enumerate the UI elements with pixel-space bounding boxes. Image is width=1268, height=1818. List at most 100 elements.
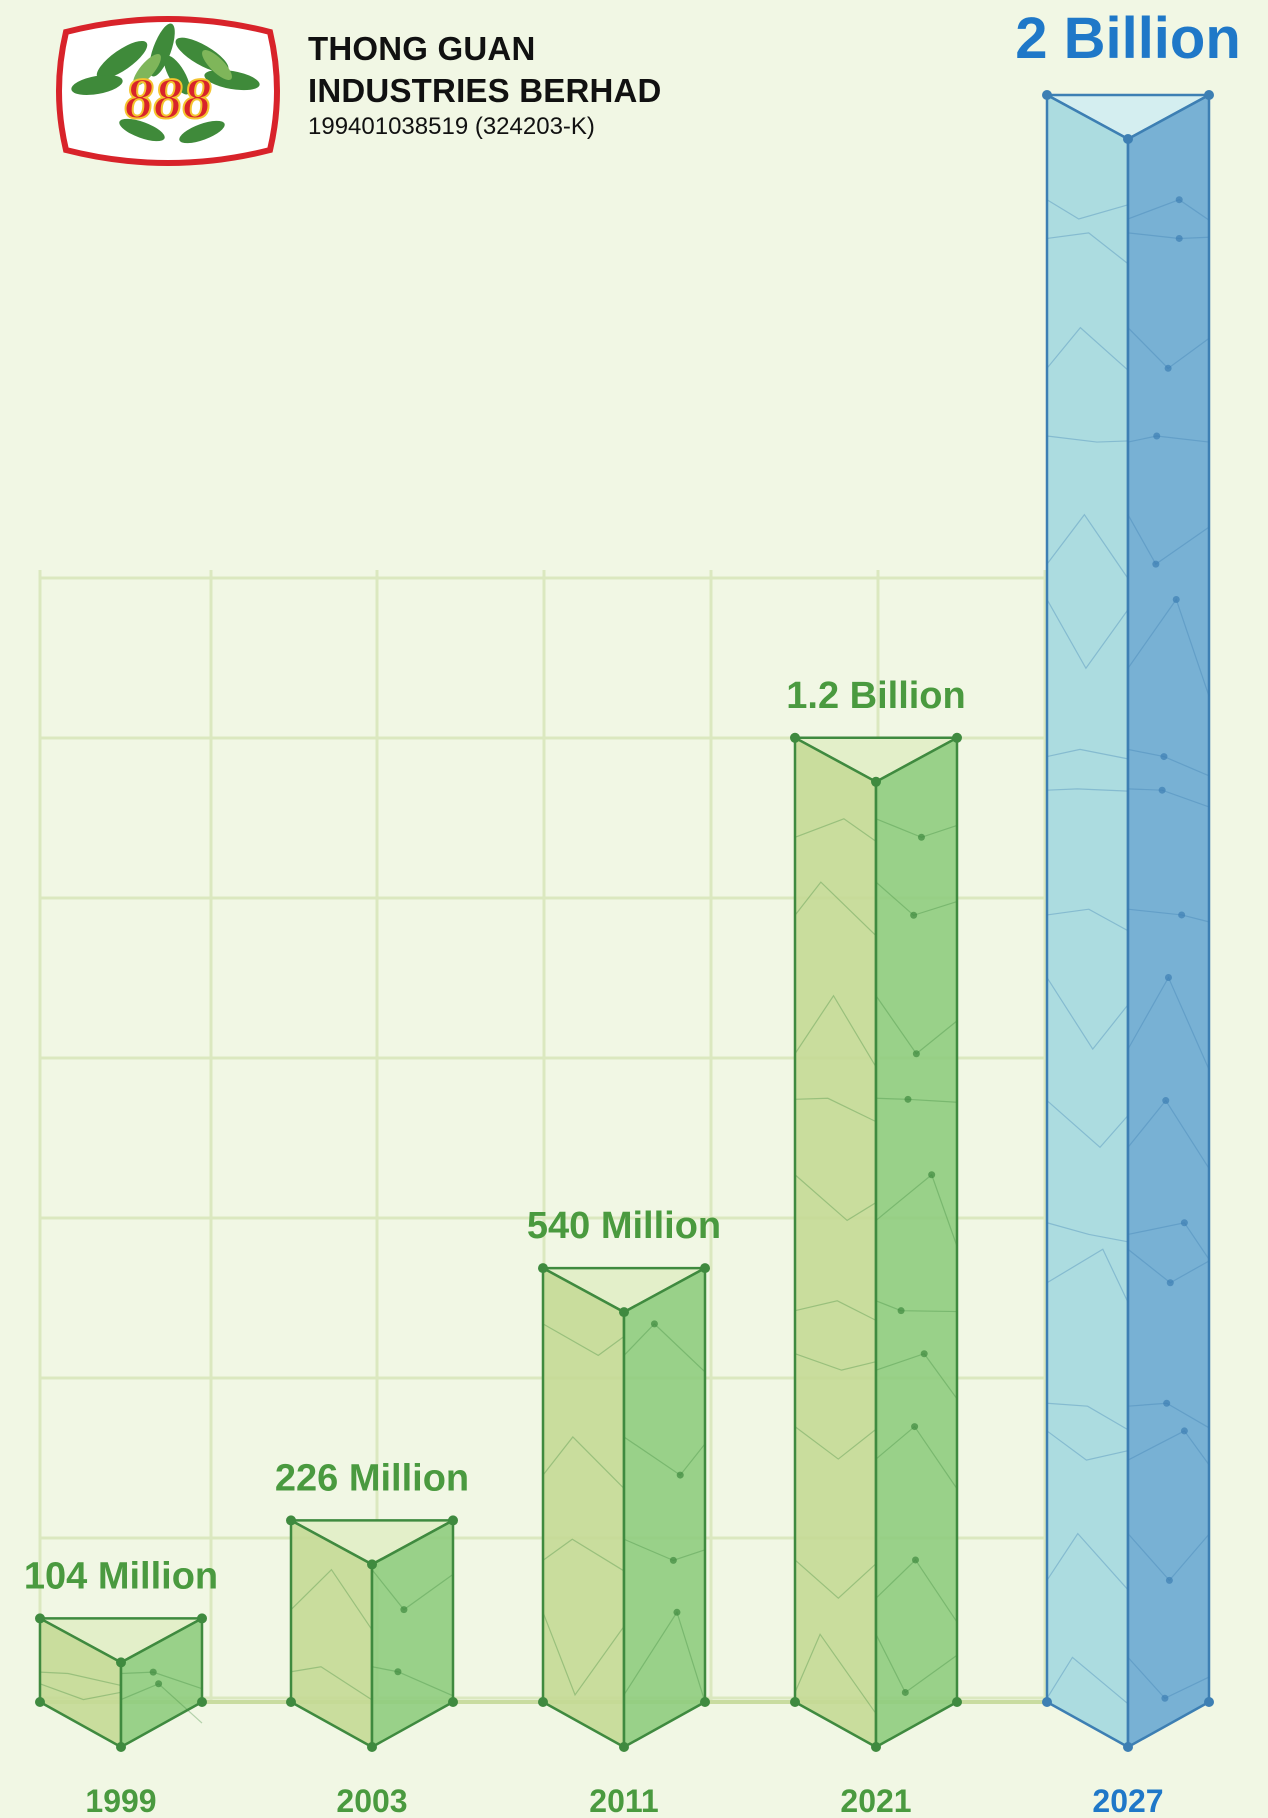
facet-dot — [1180, 1427, 1188, 1435]
bar-vertex-dot — [1123, 134, 1133, 144]
bar-facet-texture — [1046, 196, 1210, 1705]
bar-vertex-dot — [116, 1742, 126, 1752]
bar-2021 — [790, 732, 962, 1752]
facet-line — [1046, 1222, 1129, 1243]
facet-line — [290, 1666, 373, 1701]
data-labels: 104 Million 226 Million 540 Million 1.2 Bil… — [24, 6, 1241, 1597]
facet-dot — [400, 1606, 408, 1614]
facet-dot — [669, 1556, 677, 1564]
facet-line — [794, 1097, 877, 1123]
bar-right-face — [1126, 93, 1211, 1749]
facet-dot — [897, 1307, 905, 1315]
bar-facet-texture — [290, 1568, 454, 1701]
bar-left-face — [1045, 93, 1130, 1749]
facet-dot — [911, 1423, 919, 1431]
bar-vertex-dot — [1123, 1742, 1133, 1752]
x-tick-label-2011: 2011 — [589, 1783, 658, 1818]
facet-line — [39, 1683, 122, 1701]
facet-dot — [1178, 911, 1186, 919]
bar-vertex-dot — [538, 1263, 548, 1274]
logo-text: 888 — [125, 66, 212, 131]
facet-line — [1046, 1248, 1129, 1303]
bar-vertex-dot — [619, 1742, 629, 1752]
facet-line — [1046, 513, 1129, 579]
facet-line — [794, 1426, 877, 1460]
facet-line — [794, 1353, 877, 1371]
facet-line — [1046, 232, 1129, 265]
facet-dot — [912, 1050, 920, 1058]
facet-dot — [1172, 595, 1180, 603]
facet-dot — [1161, 1694, 1169, 1702]
bar-vertex-dot — [619, 1307, 629, 1318]
facet-line — [1046, 788, 1129, 792]
company-registration: 199401038519 (324203-K) — [308, 113, 595, 140]
facet-dot — [911, 1556, 919, 1564]
facet-line — [794, 1559, 877, 1600]
facet-dot — [1165, 1576, 1173, 1584]
facet-line — [542, 1538, 625, 1572]
bar-vertex-dot — [197, 1697, 207, 1707]
facet-line — [1046, 599, 1129, 670]
data-label-1999: 104 Million — [24, 1555, 218, 1597]
facet-line — [1046, 1100, 1129, 1149]
facet-dot — [1160, 753, 1168, 761]
bar-series — [35, 90, 1214, 1752]
bar-vertex-dot — [367, 1742, 377, 1752]
bar-vertex-dot — [1042, 90, 1052, 100]
facet-dot — [1152, 560, 1160, 568]
bar-vertex-dot — [871, 1742, 881, 1752]
bar-left-face — [541, 1266, 626, 1749]
facet-line — [794, 1174, 877, 1222]
facet-line — [1046, 1532, 1129, 1591]
facet-line — [794, 1300, 877, 1321]
facet-line — [794, 994, 877, 1068]
bar-facet-texture — [542, 1320, 706, 1703]
bar-2011 — [538, 1263, 710, 1752]
x-tick-label-1999: 1999 — [85, 1783, 156, 1818]
bar-vertex-dot — [448, 1697, 458, 1707]
facet-line — [542, 1612, 625, 1697]
facet-dot — [394, 1668, 402, 1676]
facet-line — [1046, 1430, 1129, 1461]
bar-facet-texture — [39, 1668, 203, 1724]
facet-line — [39, 1671, 122, 1687]
facet-dot — [920, 1350, 928, 1358]
company-name-line2: INDUSTRIES BERHAD — [308, 72, 662, 109]
bar-vertex-dot — [1204, 1697, 1214, 1707]
company-logo: 888 — [56, 16, 280, 166]
facet-dot — [673, 1608, 681, 1616]
company-header: 888 THONG GUAN INDUSTRIES BERHAD 1994010… — [52, 10, 662, 172]
facet-line — [1046, 748, 1129, 760]
facet-dot — [1166, 1279, 1174, 1287]
bar-vertex-dot — [367, 1559, 377, 1570]
facet-line — [1046, 977, 1129, 1051]
facet-line — [1046, 1656, 1129, 1705]
facet-line — [794, 818, 877, 842]
bar-vertex-dot — [538, 1697, 548, 1707]
facet-dot — [1162, 1097, 1170, 1105]
facet-line — [1046, 199, 1129, 220]
bar-vertex-dot — [35, 1613, 45, 1624]
bar-vertex-dot — [286, 1697, 296, 1707]
facet-dot — [901, 1688, 909, 1696]
facet-line — [794, 1633, 877, 1715]
bar-vertex-dot — [700, 1697, 710, 1707]
bar-vertex-dot — [35, 1697, 45, 1707]
facet-dot — [1164, 974, 1172, 982]
facet-dot — [1175, 196, 1183, 204]
facet-line — [794, 881, 877, 937]
bar-vertex-dot — [197, 1613, 207, 1624]
bar-2027 — [1042, 90, 1214, 1752]
facet-dot — [1180, 1219, 1188, 1227]
facet-line — [1046, 435, 1129, 443]
bar-vertex-dot — [700, 1263, 710, 1274]
facet-dot — [650, 1320, 658, 1328]
facet-dot — [928, 1171, 936, 1179]
bar-facet-texture — [794, 818, 958, 1715]
facet-line — [290, 1568, 373, 1631]
data-label-2003: 226 Million — [275, 1457, 469, 1499]
bar-vertex-dot — [1042, 1697, 1052, 1707]
facet-line — [542, 1323, 625, 1357]
bar-vertex-dot — [871, 776, 881, 787]
